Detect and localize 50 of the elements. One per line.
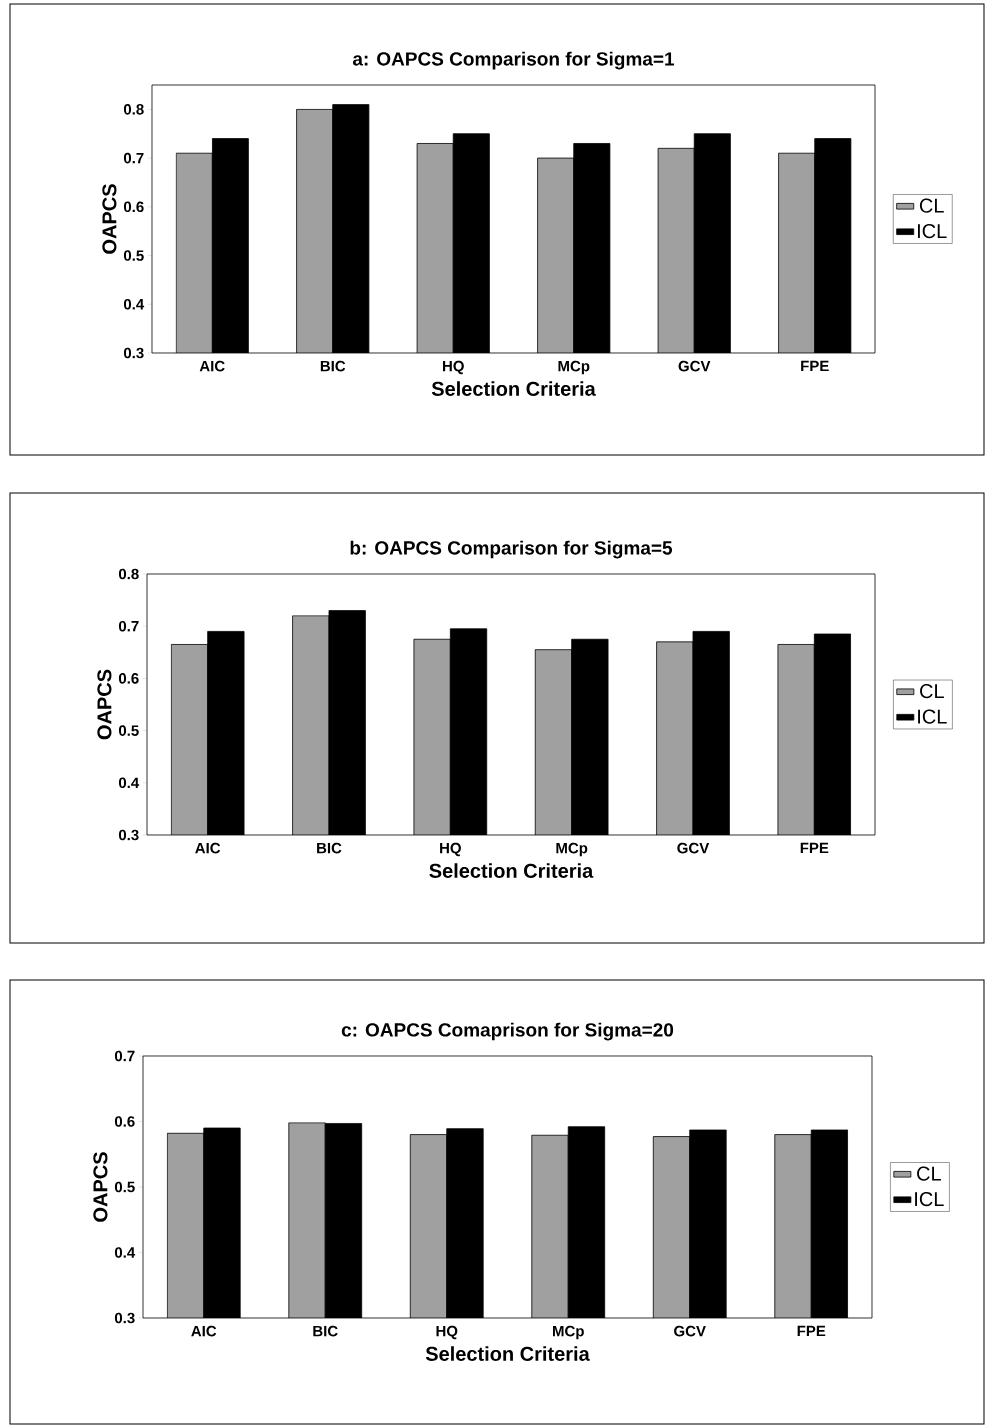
chart-title: c: OAPCS Comaprison for Sigma=20 [341, 1022, 674, 1041]
y-axis-title: OAPCS [93, 1152, 108, 1222]
y-tick-label: 0.3 [114, 1312, 135, 1324]
y-tick-label: 0.8 [118, 568, 139, 580]
x-axis-title: Selection Criteria [425, 1346, 590, 1361]
y-tick-label: 0.6 [123, 201, 144, 213]
y-tick-label: 0.7 [118, 620, 139, 632]
x-tick-label: BIC [320, 360, 346, 372]
y-tick-label: 0.7 [114, 1050, 135, 1062]
y-tick-label: 0.6 [118, 673, 139, 684]
x-axis-title: Selection Criteria [431, 381, 596, 396]
x-tick-label: FPE [800, 842, 829, 854]
x-axis-title: Selection Criteria [429, 863, 594, 878]
x-tick-label: MCp [556, 842, 588, 857]
legend-label: CL [917, 1166, 941, 1181]
y-tick-label: 0.4 [114, 1247, 136, 1258]
x-tick-label: AIC [195, 842, 221, 854]
y-tick-label: 0.5 [118, 725, 139, 736]
y-tick-label: 0.7 [123, 152, 144, 164]
y-axis-title: OAPCS [102, 184, 117, 254]
x-tick-label: AIC [191, 1325, 217, 1337]
y-tick-label: 0.6 [114, 1116, 135, 1127]
legend-label: CL [920, 684, 944, 699]
x-tick-label: HQ [443, 360, 464, 375]
y-axis-title: OAPCS [97, 669, 112, 740]
y-tick-label: 0.4 [123, 298, 145, 310]
y-tick-label: 0.3 [123, 347, 144, 359]
x-tick-label: FPE [797, 1325, 826, 1337]
x-tick-label: HQ [440, 842, 461, 857]
y-tick-label: 0.3 [118, 829, 139, 841]
legend-label: CL [919, 198, 944, 213]
y-tick-label: 0.5 [114, 1181, 135, 1193]
chart-title: b: OAPCS Comparison for Sigma=5 [350, 540, 673, 559]
x-tick-label: BIC [317, 842, 342, 854]
chart-title: a: OAPCS Comparison for Sigma=1 [352, 51, 675, 70]
x-tick-label: GCV [678, 360, 711, 372]
x-tick-label: GCV [674, 1325, 706, 1337]
x-tick-label: FPE [801, 360, 829, 372]
y-tick-label: 0.8 [123, 104, 144, 115]
y-tick-label: 0.5 [123, 250, 144, 261]
x-tick-label: MCp [558, 360, 590, 375]
x-tick-label: GCV [677, 842, 710, 854]
legend-label: ICL [918, 709, 947, 724]
x-tick-label: AIC [199, 360, 225, 372]
x-tick-label: MCp [553, 1325, 584, 1340]
legend-label: ICL [917, 224, 947, 239]
x-tick-label: BIC [313, 1325, 338, 1337]
legend-label: ICL [915, 1192, 944, 1207]
x-tick-label: HQ [436, 1325, 458, 1340]
y-tick-label: 0.4 [118, 777, 140, 789]
